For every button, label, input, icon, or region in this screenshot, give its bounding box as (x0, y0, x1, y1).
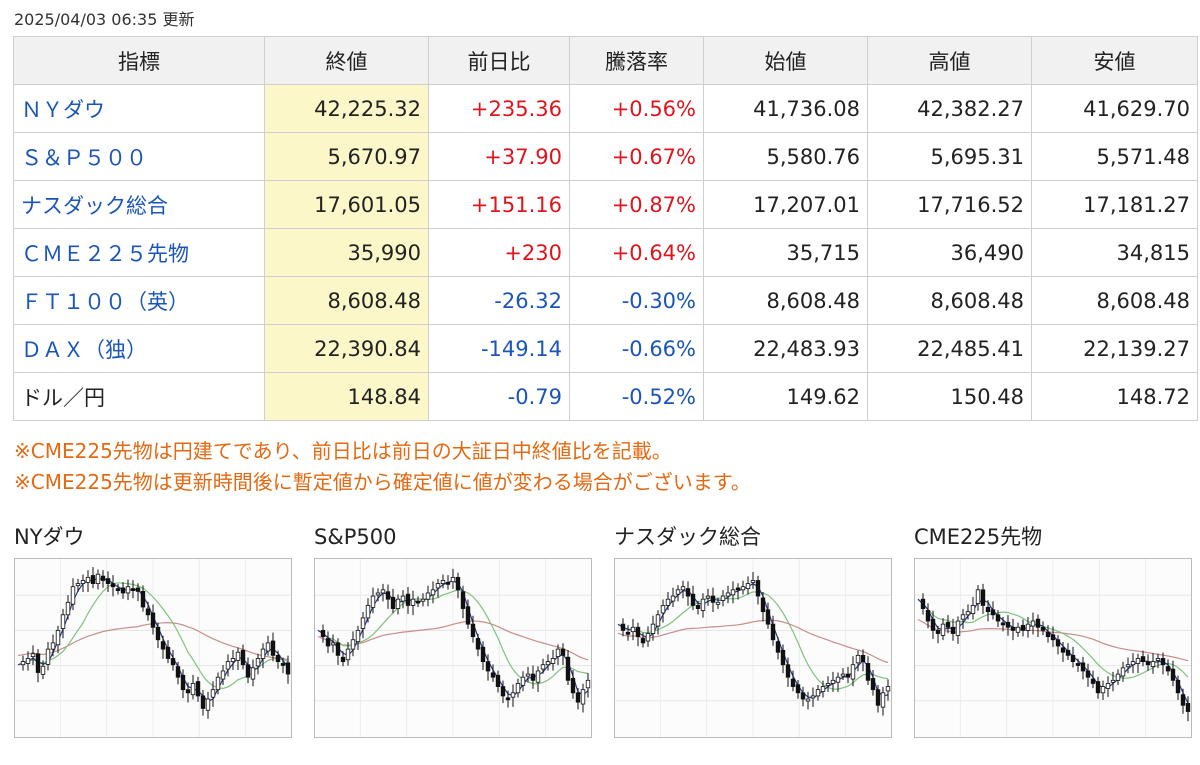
chart-title: ナスダック総合 (614, 525, 761, 549)
notes: ※CME225先物は円建てであり、前日比は前日の大証日中終値比を記載。 ※CME… (14, 436, 751, 498)
rate-value: +0.64% (569, 228, 704, 277)
high-value: 8,608.48 (867, 276, 1032, 325)
indicator-name-text[interactable]: ＮＹダウ (21, 97, 105, 122)
change-value: -149.14 (428, 324, 570, 373)
note-line: ※CME225先物は更新時間後に暫定値から確定値に値が変わる場合がございます。 (14, 470, 751, 494)
indicator-name[interactable]: ＦＴ１００（英） (13, 276, 265, 325)
change-value: -26.32 (428, 276, 570, 325)
low-value: 148.72 (1031, 372, 1198, 421)
close-value: 8,608.48 (264, 276, 429, 325)
high-value: 36,490 (867, 228, 1032, 277)
rate-value: +0.67% (569, 132, 704, 181)
indicator-name-text[interactable]: ＦＴ１００（英） (21, 289, 189, 314)
indicator-name-text[interactable]: ナスダック総合 (21, 193, 168, 218)
indicator-name[interactable]: Ｓ＆Ｐ５００ (13, 132, 265, 181)
high-value: 42,382.27 (867, 84, 1032, 133)
change-value: +151.16 (428, 180, 570, 229)
header-open: 始値 (703, 36, 868, 85)
close-value: 22,390.84 (264, 324, 429, 373)
table-row: ＤＡＸ（独） 22,390.84 -149.14 -0.66% 22,483.93 22,… (13, 324, 1198, 373)
open-value: 149.62 (703, 372, 868, 421)
chart-nydow[interactable]: NYダウ (14, 522, 294, 738)
indicator-name-text[interactable]: Ｓ＆Ｐ５００ (21, 145, 147, 170)
change-value: +235.36 (428, 84, 570, 133)
open-value: 22,483.93 (703, 324, 868, 373)
low-value: 5,571.48 (1031, 132, 1198, 181)
indicator-name-text[interactable]: ＣＭＥ２２５先物 (21, 241, 189, 266)
indicator-name-text[interactable]: ＤＡＸ（独） (21, 337, 147, 362)
high-value: 5,695.31 (867, 132, 1032, 181)
close-value: 17,601.05 (264, 180, 429, 229)
open-value: 17,207.01 (703, 180, 868, 229)
indicator-name[interactable]: ナスダック総合 (13, 180, 265, 229)
chart-canvas[interactable] (314, 558, 592, 738)
chart-cme225[interactable]: CME225先物 (914, 522, 1194, 738)
chart-nasdaq[interactable]: ナスダック総合 (614, 522, 894, 738)
indicator-name: ドル／円 (13, 372, 265, 421)
close-value: 148.84 (264, 372, 429, 421)
open-value: 8,608.48 (703, 276, 868, 325)
chart-canvas[interactable] (614, 558, 892, 738)
high-value: 150.48 (867, 372, 1032, 421)
chart-canvas[interactable] (914, 558, 1192, 738)
close-value: 42,225.32 (264, 84, 429, 133)
chart-title: CME225先物 (914, 525, 1043, 549)
chart-title: NYダウ (14, 525, 85, 549)
low-value: 17,181.27 (1031, 180, 1198, 229)
rate-value: +0.87% (569, 180, 704, 229)
low-value: 22,139.27 (1031, 324, 1198, 373)
table-header-row: 指標 終値 前日比 騰落率 始値 高値 安値 (13, 36, 1198, 85)
header-rate: 騰落率 (569, 36, 704, 85)
indicator-name[interactable]: ＤＡＸ（独） (13, 324, 265, 373)
table-row: ＮＹダウ 42,225.32 +235.36 +0.56% 41,736.08 42,38… (13, 84, 1198, 133)
chart-canvas[interactable] (14, 558, 292, 738)
header-indicator: 指標 (13, 36, 265, 85)
close-value: 5,670.97 (264, 132, 429, 181)
low-value: 8,608.48 (1031, 276, 1198, 325)
table-row: ナスダック総合 17,601.05 +151.16 +0.87% 17,207.01 17… (13, 180, 1198, 229)
indicator-name-text: ドル／円 (21, 385, 105, 410)
table-row: ＦＴ１００（英） 8,608.48 -26.32 -0.30% 8,608.48 8,60… (13, 276, 1198, 325)
market-quotes-table: 指標 終値 前日比 騰落率 始値 高値 安値 ＮＹダウ 42,225.32 +235… (13, 36, 1198, 421)
change-value: +230 (428, 228, 570, 277)
table-row: ドル／円 148.84 -0.79 -0.52% 149.62 150.48 148.72 (13, 372, 1198, 421)
header-low: 安値 (1031, 36, 1198, 85)
high-value: 22,485.41 (867, 324, 1032, 373)
low-value: 34,815 (1031, 228, 1198, 277)
change-value: +37.90 (428, 132, 570, 181)
rate-value: -0.30% (569, 276, 704, 325)
indicator-name[interactable]: ＣＭＥ２２５先物 (13, 228, 265, 277)
updated-timestamp: 2025/04/03 06:35 更新 (14, 10, 195, 29)
rate-value: +0.56% (569, 84, 704, 133)
chart-title: S&P500 (314, 525, 397, 549)
header-change: 前日比 (428, 36, 570, 85)
indicator-name[interactable]: ＮＹダウ (13, 84, 265, 133)
header-close: 終値 (264, 36, 429, 85)
close-value: 35,990 (264, 228, 429, 277)
chart-sp500[interactable]: S&P500 (314, 522, 594, 738)
table-row: ＣＭＥ２２５先物 35,990 +230 +0.64% 35,715 36,490 34,8… (13, 228, 1198, 277)
low-value: 41,629.70 (1031, 84, 1198, 133)
open-value: 35,715 (703, 228, 868, 277)
table-row: Ｓ＆Ｐ５００ 5,670.97 +37.90 +0.67% 5,580.76 5,695.… (13, 132, 1198, 181)
open-value: 5,580.76 (703, 132, 868, 181)
rate-value: -0.52% (569, 372, 704, 421)
high-value: 17,716.52 (867, 180, 1032, 229)
note-line: ※CME225先物は円建てであり、前日比は前日の大証日中終値比を記載。 (14, 439, 672, 463)
rate-value: -0.66% (569, 324, 704, 373)
change-value: -0.79 (428, 372, 570, 421)
header-high: 高値 (867, 36, 1032, 85)
open-value: 41,736.08 (703, 84, 868, 133)
